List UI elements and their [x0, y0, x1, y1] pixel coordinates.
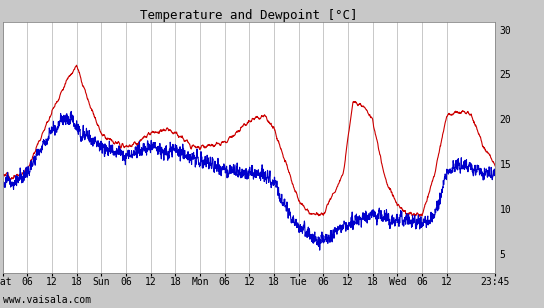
Text: 10: 10	[499, 205, 511, 215]
Text: 25: 25	[499, 70, 511, 80]
Text: 20: 20	[499, 115, 511, 125]
Text: 30: 30	[499, 26, 511, 35]
Title: Temperature and Dewpoint [°C]: Temperature and Dewpoint [°C]	[140, 9, 357, 22]
Text: 15: 15	[499, 160, 511, 170]
Text: 5: 5	[499, 250, 505, 260]
Text: www.vaisala.com: www.vaisala.com	[3, 295, 91, 305]
